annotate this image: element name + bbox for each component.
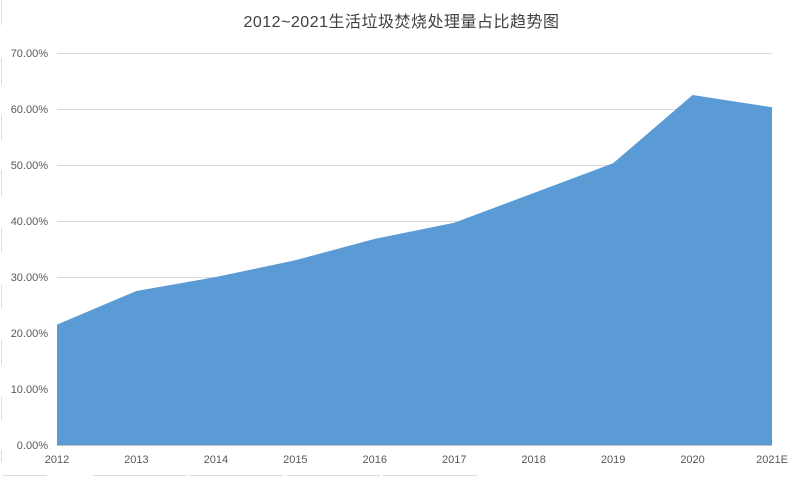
spreadsheet-gridline-artifact: [1, 58, 2, 85]
spreadsheet-gridline-artifact: [1, 340, 2, 365]
y-axis-tick-label: 0.00%: [17, 440, 48, 452]
spreadsheet-gridline-artifact: [1, 450, 2, 462]
x-axis-tick-label: 2018: [521, 454, 545, 466]
spreadsheet-gridline-artifact: [383, 475, 477, 476]
spreadsheet-gridline-artifact: [3, 475, 47, 476]
chart-title: 2012~2021生活垃圾焚烧处理量占比趋势图: [243, 14, 560, 31]
x-axis-tick-label: 2017: [442, 454, 466, 466]
y-axis-tick-label: 30.00%: [11, 272, 49, 284]
spreadsheet-gridline-artifact: [1, 397, 2, 420]
spreadsheet-gridline-artifact: [1, 115, 2, 140]
spreadsheet-gridline-artifact: [287, 475, 380, 476]
x-axis-tick-label: 2014: [204, 454, 228, 466]
spreadsheet-gridline-artifact: [1, 170, 2, 196]
y-axis-tick-label: 40.00%: [11, 216, 49, 228]
x-axis-tick-label: 2021E: [756, 454, 788, 466]
y-axis-tick-label: 70.00%: [11, 48, 49, 60]
spreadsheet-gridline-artifact: [1, 0, 2, 25]
x-axis-tick-label: 2016: [363, 454, 387, 466]
x-axis-tick-label: 2019: [601, 454, 625, 466]
y-axis-tick-label: 50.00%: [11, 160, 49, 172]
x-axis-tick-label: 2015: [283, 454, 307, 466]
y-axis-tick-label: 20.00%: [11, 328, 49, 340]
x-axis-tick-label: 2012: [45, 454, 69, 466]
y-axis-tick-label: 60.00%: [11, 104, 49, 116]
y-axis-tick-label: 10.00%: [11, 384, 49, 396]
x-axis-tick-label: 2013: [124, 454, 148, 466]
area-series: [57, 95, 772, 445]
x-axis-tick-label: 2020: [680, 454, 704, 466]
spreadsheet-gridline-artifact: [190, 475, 283, 476]
spreadsheet-gridline-artifact: [93, 475, 187, 476]
spreadsheet-gridline-artifact: [1, 228, 2, 252]
spreadsheet-gridline-artifact: [1, 285, 2, 308]
